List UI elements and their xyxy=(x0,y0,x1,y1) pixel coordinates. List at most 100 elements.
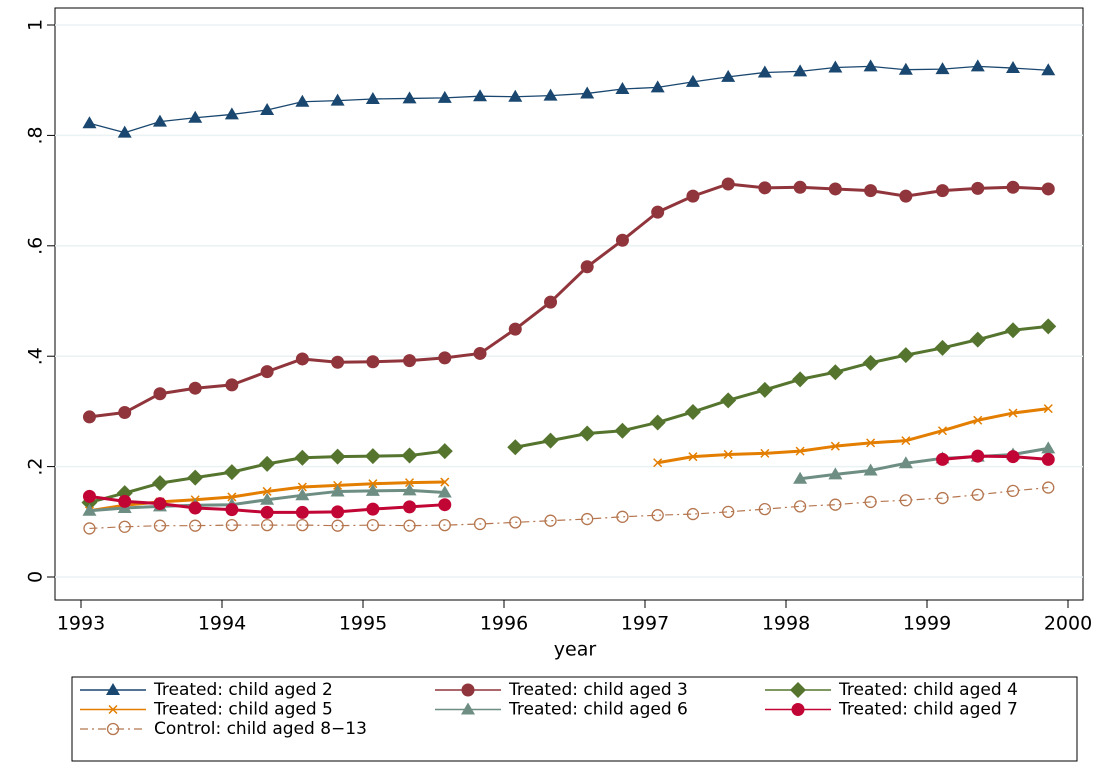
marker xyxy=(404,478,415,488)
marker xyxy=(260,492,275,505)
plot-frame xyxy=(54,7,1084,601)
marker xyxy=(581,512,594,526)
marker xyxy=(580,260,594,274)
marker xyxy=(368,479,378,489)
marker xyxy=(792,371,809,388)
legend-label: Treated: child aged 7 xyxy=(838,700,1018,720)
y-tick-label: .8 xyxy=(25,126,47,144)
marker xyxy=(507,439,524,456)
x-tick-label: 1998 xyxy=(762,613,810,635)
marker xyxy=(937,426,948,436)
marker xyxy=(118,520,131,533)
y-tick-label: .6 xyxy=(25,237,47,255)
marker xyxy=(438,351,452,365)
x-tick-label: 1996 xyxy=(480,613,528,635)
marker xyxy=(225,503,239,517)
marker xyxy=(653,458,663,468)
marker xyxy=(260,505,274,519)
marker xyxy=(82,503,97,516)
marker xyxy=(294,449,311,466)
marker xyxy=(543,88,558,101)
marker xyxy=(899,494,912,507)
marker xyxy=(793,500,807,513)
marker xyxy=(758,502,771,516)
marker xyxy=(365,91,380,104)
marker xyxy=(225,518,239,532)
marker xyxy=(721,177,735,191)
marker xyxy=(684,403,701,420)
marker xyxy=(403,500,417,514)
marker xyxy=(971,449,985,463)
marker xyxy=(1006,484,1020,498)
marker xyxy=(723,449,733,459)
marker xyxy=(438,498,452,512)
marker xyxy=(508,322,522,336)
legend-label: Treated: child aged 2 xyxy=(153,680,333,700)
marker xyxy=(760,448,770,458)
marker xyxy=(297,482,307,492)
marker xyxy=(82,489,96,503)
marker xyxy=(82,116,97,129)
marker xyxy=(262,486,272,496)
marker xyxy=(366,518,380,532)
marker xyxy=(188,110,203,123)
legend-label: Control: child aged 8−13 xyxy=(154,719,367,739)
x-tick-label: 1993 xyxy=(57,613,105,635)
marker xyxy=(935,62,950,75)
marker xyxy=(721,69,736,82)
marker xyxy=(402,91,417,104)
marker xyxy=(544,514,557,527)
marker xyxy=(650,80,665,93)
marker xyxy=(508,89,523,102)
marker xyxy=(898,456,913,469)
marker xyxy=(757,65,772,78)
marker xyxy=(651,205,665,219)
marker xyxy=(330,484,345,497)
marker xyxy=(331,355,345,369)
legend-label: Treated: child aged 5 xyxy=(153,700,333,720)
marker xyxy=(260,365,274,379)
marker xyxy=(187,469,204,486)
marker xyxy=(862,354,879,371)
marker xyxy=(722,505,735,519)
marker xyxy=(615,82,630,95)
marker xyxy=(864,495,877,509)
marker xyxy=(864,184,878,198)
marker xyxy=(969,331,986,348)
marker xyxy=(686,189,700,203)
x-tick-label: 1997 xyxy=(621,613,669,635)
marker xyxy=(461,702,475,715)
marker xyxy=(118,494,132,508)
x-tick-label: 1994 xyxy=(198,613,246,635)
marker xyxy=(1006,61,1021,74)
marker xyxy=(223,464,240,481)
marker xyxy=(153,387,167,401)
marker xyxy=(82,410,96,424)
marker xyxy=(899,189,913,203)
legend-label: Treated: child aged 6 xyxy=(508,700,688,720)
marker xyxy=(1005,322,1022,339)
marker xyxy=(151,475,168,492)
legend-label: Treated: child aged 4 xyxy=(838,680,1018,700)
marker xyxy=(331,505,345,519)
marker xyxy=(686,507,700,521)
marker xyxy=(1043,404,1053,414)
x-axis-label: year xyxy=(554,639,597,661)
marker xyxy=(1042,481,1055,494)
marker xyxy=(402,483,417,496)
marker xyxy=(83,522,96,535)
marker xyxy=(106,683,120,695)
marker xyxy=(897,347,914,364)
marker xyxy=(296,518,309,532)
marker xyxy=(863,59,878,72)
marker xyxy=(901,436,911,446)
marker xyxy=(329,448,346,465)
marker xyxy=(971,488,984,501)
marker xyxy=(401,447,418,464)
marker xyxy=(830,441,840,451)
marker xyxy=(1006,180,1020,194)
marker xyxy=(295,488,310,501)
marker xyxy=(829,498,842,511)
marker xyxy=(1008,408,1018,418)
